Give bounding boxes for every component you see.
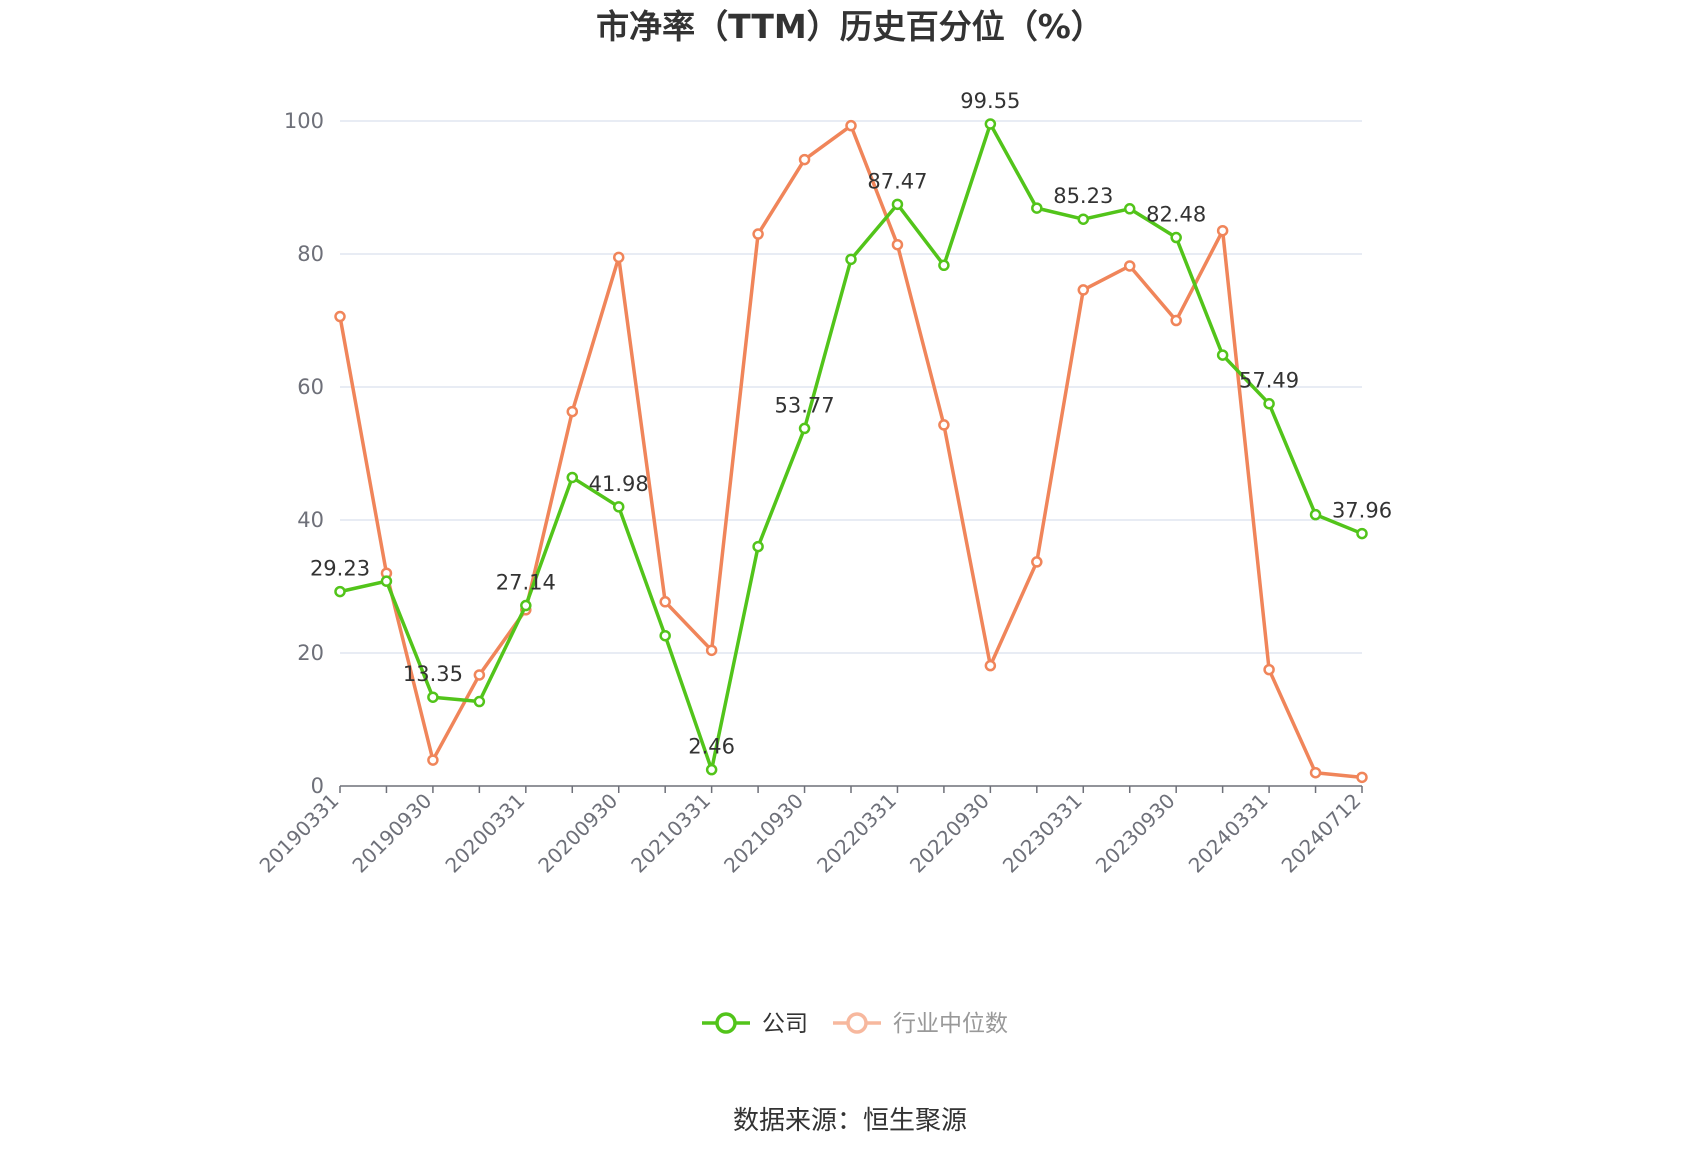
data-label: 41.98 <box>589 472 649 496</box>
data-point[interactable] <box>798 153 811 166</box>
data-point[interactable] <box>380 575 393 587</box>
data-point[interactable] <box>752 540 764 553</box>
x-tick-label: 20210930 <box>719 789 808 878</box>
data-point[interactable] <box>938 259 950 272</box>
data-label: 13.35 <box>403 662 463 686</box>
x-tick-label: 20220331 <box>812 789 901 878</box>
y-tick-label: 60 <box>297 375 324 399</box>
data-point[interactable] <box>891 238 904 251</box>
data-label: 37.96 <box>1332 499 1392 523</box>
data-point[interactable] <box>427 691 439 703</box>
data-point[interactable] <box>938 419 950 431</box>
data-point[interactable] <box>752 228 764 240</box>
data-point[interactable] <box>845 119 857 132</box>
data-point[interactable] <box>891 198 904 211</box>
data-label: 2.46 <box>688 735 735 759</box>
data-point[interactable] <box>705 644 718 657</box>
data-point[interactable] <box>1309 766 1322 779</box>
x-tick-label: 20210331 <box>626 789 715 878</box>
data-point[interactable] <box>1356 771 1368 784</box>
series-layer <box>334 118 1368 784</box>
data-label: 82.48 <box>1146 203 1206 227</box>
data-point[interactable] <box>1263 397 1275 410</box>
data-point[interactable] <box>659 629 671 642</box>
data-label: 29.23 <box>310 557 370 581</box>
x-tick-label: 20190930 <box>347 789 436 878</box>
y-tick-label: 100 <box>284 109 324 133</box>
data-point[interactable] <box>566 405 579 418</box>
x-axis: 20190331 20190930 20200331 20200930 20210331… <box>255 785 1366 878</box>
grid-lines <box>340 120 1362 654</box>
data-label: 53.77 <box>774 393 834 417</box>
data-point[interactable] <box>1031 556 1043 568</box>
data-point[interactable] <box>1216 349 1229 361</box>
legend-label-1[interactable]: 行业中位数 <box>893 1011 1008 1037</box>
data-point[interactable] <box>1170 231 1182 244</box>
y-tick-label: 0 <box>311 774 324 798</box>
data-label: 99.55 <box>960 89 1020 113</box>
data-point[interactable] <box>1216 224 1229 237</box>
x-tick-label: 20240712 <box>1277 789 1366 878</box>
data-label: 27.14 <box>496 571 556 595</box>
data-label: 85.23 <box>1053 184 1113 208</box>
legend-marker-0[interactable] <box>715 1012 737 1034</box>
y-tick-label: 80 <box>297 242 324 266</box>
data-point[interactable] <box>566 471 579 484</box>
data-point[interactable] <box>984 118 997 130</box>
data-point[interactable] <box>705 763 718 776</box>
legend-marker-1[interactable] <box>846 1012 868 1034</box>
data-point[interactable] <box>1077 213 1090 225</box>
data-point[interactable] <box>473 695 486 708</box>
data-point[interactable] <box>1356 527 1368 540</box>
legend[interactable]: 公司 行业中位数 <box>702 1011 1008 1037</box>
x-tick-label: 20200930 <box>533 789 622 878</box>
data-point[interactable] <box>984 659 997 672</box>
x-tick-label: 20220930 <box>905 789 994 878</box>
data-point[interactable] <box>612 501 625 513</box>
data-point[interactable] <box>473 669 486 681</box>
data-point[interactable] <box>520 599 532 612</box>
data-label: 87.47 <box>867 169 927 193</box>
x-tick-label: 20230930 <box>1091 789 1180 878</box>
data-point[interactable] <box>1170 314 1182 327</box>
x-tick-label: 20240331 <box>1184 789 1273 878</box>
data-label: 57.49 <box>1239 369 1299 393</box>
data-point[interactable] <box>1123 203 1136 215</box>
data-point[interactable] <box>612 251 625 264</box>
data-point[interactable] <box>1263 663 1275 676</box>
data-point[interactable] <box>427 754 439 766</box>
legend-label-0[interactable]: 公司 <box>762 1011 808 1037</box>
x-tick-label: 20230331 <box>998 789 1087 878</box>
data-source: 数据来源：恒生聚源 <box>733 1106 967 1136</box>
data-point[interactable] <box>659 596 671 608</box>
data-point[interactable] <box>334 310 346 323</box>
data-labels: 29.23 13.35 27.14 41.98 2.46 53.77 87.47 99.55 8… <box>310 89 1392 759</box>
data-point[interactable] <box>845 253 857 266</box>
y-tick-label: 20 <box>297 641 324 665</box>
series-line-0 <box>339 122 1363 772</box>
series-line-1 <box>338 123 1363 780</box>
data-point[interactable] <box>1123 260 1136 272</box>
data-point[interactable] <box>1077 284 1090 296</box>
data-point[interactable] <box>1031 202 1043 214</box>
x-tick-label: 20200331 <box>440 789 529 878</box>
x-tick-label: 20190331 <box>255 789 344 878</box>
data-point[interactable] <box>334 585 346 598</box>
y-axis: 0 20 40 60 80 100 <box>284 109 324 798</box>
data-point[interactable] <box>1309 508 1322 521</box>
chart-title: 市净率（TTM）历史百分位（%） <box>596 7 1104 46</box>
data-point[interactable] <box>798 422 811 435</box>
y-tick-label: 40 <box>297 508 324 532</box>
